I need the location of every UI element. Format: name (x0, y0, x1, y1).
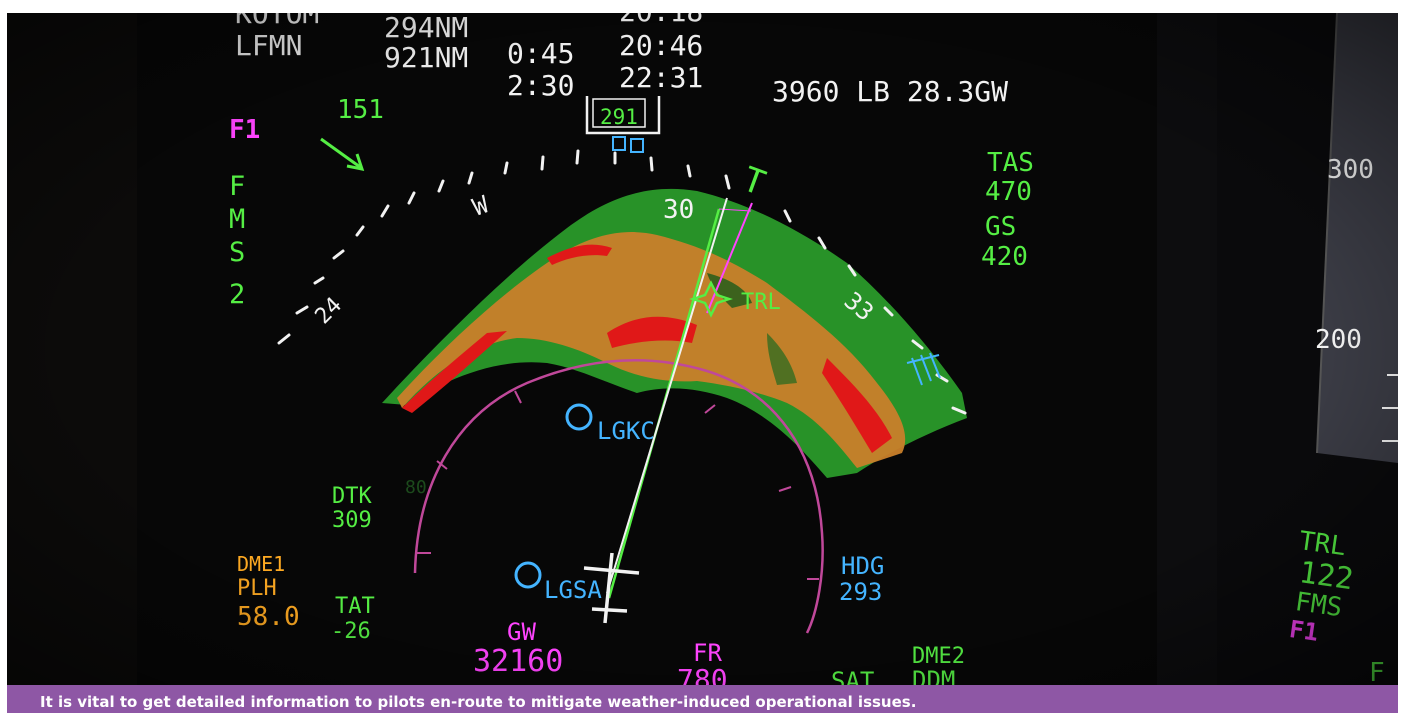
range-ring-label: 80 (405, 477, 427, 498)
dme1-distance: 58.0 (237, 602, 300, 632)
caption-text: It is vital to get detailed information … (40, 693, 917, 711)
hdg-value: 293 (839, 578, 882, 606)
route-ete-2: 2:30 (507, 69, 574, 102)
fr-value: 780 (677, 663, 728, 685)
gs-value: 420 (981, 242, 1028, 272)
nav-source-f1: F1 (229, 115, 260, 145)
caption-bar: It is vital to get detailed information … (7, 685, 1398, 713)
tas-label: TAS (987, 148, 1034, 178)
fms-source-label: F M S 2 (229, 171, 245, 310)
navigation-display: KOTOM LFMN 294NM 921NM 0:45 2:30 20:18 2… (7, 13, 1398, 685)
route-ete-1: 0:45 (507, 37, 574, 70)
route-distance-2: 921NM (384, 41, 468, 74)
nav-source-f1-right: F1 (1288, 615, 1321, 647)
hdg-label: HDG (841, 552, 884, 580)
svg-text:2: 2 (229, 279, 245, 310)
gs-label: GS (985, 212, 1016, 242)
cockpit-display-photo: KOTOM LFMN 294NM 921NM 0:45 2:30 20:18 2… (7, 13, 1398, 685)
sat-label: SAT (831, 667, 874, 685)
svg-text:M: M (229, 204, 245, 235)
selected-heading-value: 291 (600, 105, 638, 129)
gw-value: 32160 (473, 644, 563, 679)
speed-tape-300: 300 (1327, 155, 1374, 185)
waypoint-trl-label: TRL (741, 290, 781, 315)
svg-text:F: F (229, 171, 245, 202)
wind-speed: 151 (337, 95, 384, 125)
center-bezel (1157, 13, 1217, 685)
gw-label: GW (507, 618, 536, 646)
dme1-station: PLH (237, 576, 277, 601)
waypoint-lgsa-label: LGSA (544, 576, 602, 604)
speed-tape-200: 200 (1315, 325, 1362, 355)
route-waypoint-2: LFMN (235, 29, 302, 62)
svg-text:S: S (229, 237, 245, 268)
route-distance-1: 294NM (384, 13, 468, 44)
left-bezel (7, 13, 137, 685)
compass-label-30: 30 (663, 195, 694, 225)
route-waypoint-1: KOTOM (235, 13, 319, 30)
route-eta-2: 20:46 (619, 29, 703, 62)
dtk-value: 309 (332, 508, 372, 533)
route-eta-3: 22:31 (619, 61, 703, 94)
fuel-readout: 3960 LB 28.3GW (772, 75, 1008, 108)
dtk-label: DTK (332, 484, 372, 509)
tat-label: TAT (335, 594, 375, 619)
route-eta-1: 20:18 (619, 13, 703, 28)
dme2-station: DDM (912, 666, 955, 685)
waypoint-lgkc-label: LGKC (597, 417, 655, 445)
partial-f-right: F (1369, 658, 1385, 685)
tas-value: 470 (985, 177, 1032, 207)
dme1-label: DME1 (237, 552, 285, 576)
tat-value: -26 (331, 619, 371, 644)
